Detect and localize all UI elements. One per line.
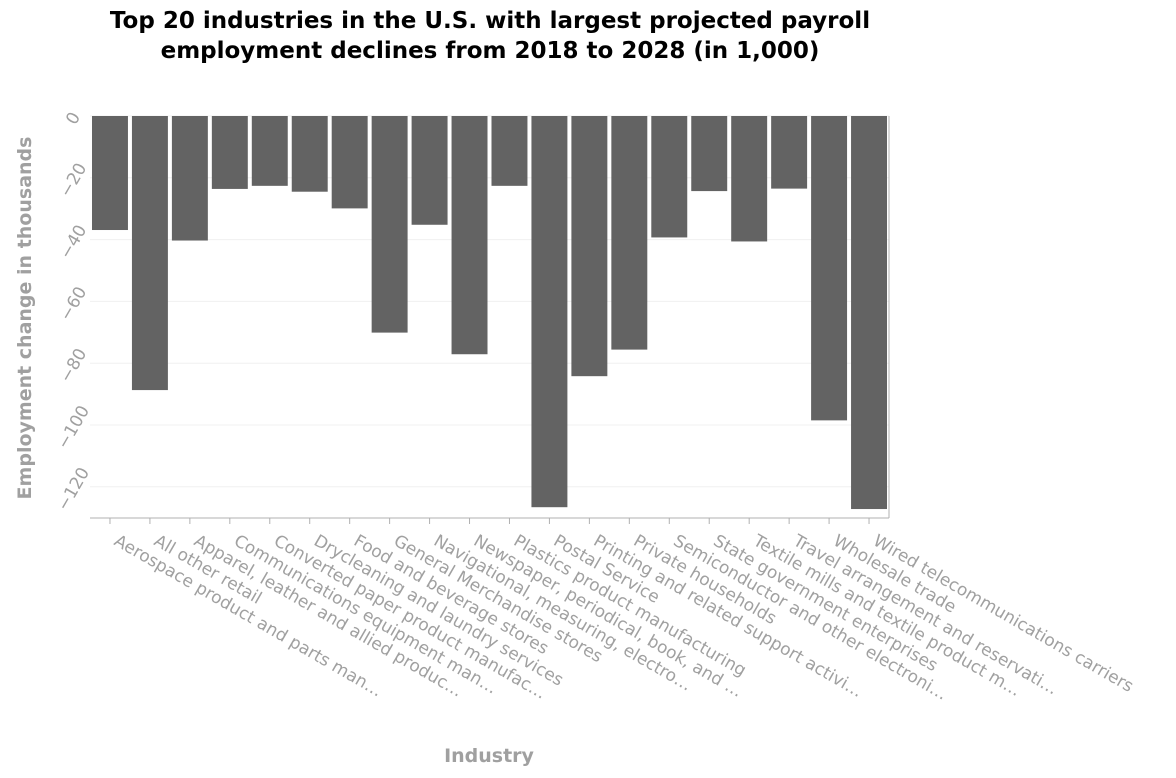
y-tick-label: −20 [56,160,91,201]
bar [291,116,328,192]
bar [571,116,608,377]
bar [731,116,768,242]
bar [691,116,728,192]
y-axis-title: Employment change in thousands [14,137,36,500]
y-tick-label: 0 [62,109,85,128]
y-tick-label: −120 [53,464,94,514]
bar [371,116,408,333]
bar [451,116,488,355]
bar [211,116,248,189]
x-ticks [109,518,870,524]
bar [851,116,888,510]
bar [171,116,208,241]
y-tick-label: −40 [56,222,91,263]
chart-title: Top 20 industries in the U.S. with large… [109,8,871,64]
y-tick-label: −80 [56,345,91,386]
bar [811,116,848,421]
bar [251,116,288,186]
y-tick-labels: 0 −20 −40 −60 −80 −100 −120 [53,109,94,515]
bar [651,116,688,238]
bar [331,116,368,209]
y-tick-label: −60 [56,283,91,324]
bar [131,116,168,391]
bar [611,116,648,350]
x-tick-labels: Aerospace product and parts man…All othe… [110,531,1136,705]
bar [771,116,808,189]
bar [91,116,128,231]
bar [411,116,448,225]
plot-area [90,116,889,518]
y-tick-label: −100 [53,402,94,452]
bars [91,116,888,510]
x-axis-title: Industry [444,745,534,767]
bar [531,116,568,508]
bar [491,116,528,186]
